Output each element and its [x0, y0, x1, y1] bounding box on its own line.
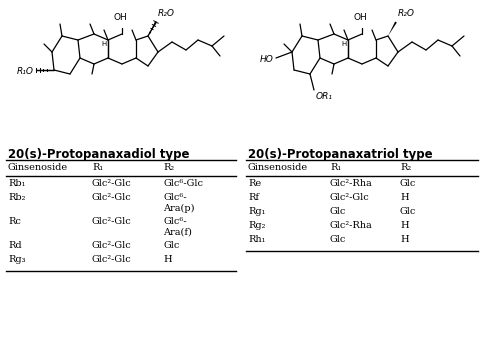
Text: Rf: Rf: [248, 193, 259, 202]
Text: HO: HO: [260, 55, 274, 65]
Text: Re: Re: [248, 179, 261, 188]
Text: 20(s)-Protopanaxadiol type: 20(s)-Protopanaxadiol type: [8, 148, 189, 161]
Polygon shape: [148, 22, 157, 36]
Polygon shape: [388, 22, 397, 36]
Text: R₂: R₂: [163, 163, 174, 172]
Text: R₂: R₂: [400, 163, 411, 172]
Text: Rg₃: Rg₃: [8, 255, 26, 264]
Text: Ginsenoside: Ginsenoside: [8, 163, 68, 172]
Text: Rh₁: Rh₁: [248, 235, 266, 244]
Text: Glc: Glc: [330, 207, 347, 216]
Text: OH: OH: [353, 13, 367, 22]
Text: Glc: Glc: [400, 179, 416, 188]
Text: Rg₁: Rg₁: [248, 207, 266, 216]
Text: R₁: R₁: [330, 163, 341, 172]
Text: Glc: Glc: [400, 207, 416, 216]
Text: Glc²-Rha: Glc²-Rha: [330, 221, 373, 230]
Text: Rb₁: Rb₁: [8, 179, 26, 188]
Text: Glc²-Glc: Glc²-Glc: [92, 255, 132, 264]
Text: Glc: Glc: [330, 235, 347, 244]
Text: Glc⁶-Glc: Glc⁶-Glc: [163, 179, 203, 188]
Text: Glc²-Glc: Glc²-Glc: [92, 241, 132, 250]
Text: R₁: R₁: [92, 163, 103, 172]
Text: OR₁: OR₁: [316, 92, 333, 101]
Text: H: H: [101, 41, 107, 47]
Text: R₂O: R₂O: [158, 9, 175, 18]
Text: Glc²-Glc: Glc²-Glc: [92, 217, 132, 226]
Text: Glc²-Glc: Glc²-Glc: [92, 179, 132, 188]
Text: H: H: [400, 235, 409, 244]
Text: Rc: Rc: [8, 217, 21, 226]
Text: R₁O: R₁O: [17, 67, 34, 76]
Text: H: H: [163, 255, 172, 264]
Text: H: H: [400, 193, 409, 202]
Text: H: H: [400, 221, 409, 230]
Text: Glc: Glc: [163, 241, 179, 250]
Text: Glc²-Glc: Glc²-Glc: [92, 193, 132, 202]
Text: Rb₂: Rb₂: [8, 193, 26, 202]
Text: Glc⁶-
Ara(p): Glc⁶- Ara(p): [163, 193, 195, 213]
Text: Glc²-Rha: Glc²-Rha: [330, 179, 373, 188]
Text: Ginsenoside: Ginsenoside: [248, 163, 308, 172]
Text: R₂O: R₂O: [398, 9, 415, 18]
Text: Glc²-Glc: Glc²-Glc: [330, 193, 370, 202]
Text: 20(s)-Protopanaxatriol type: 20(s)-Protopanaxatriol type: [248, 148, 433, 161]
Text: OH: OH: [113, 13, 127, 22]
Text: H: H: [341, 41, 347, 47]
Text: Glc⁶-
Ara(f): Glc⁶- Ara(f): [163, 217, 192, 236]
Text: Rd: Rd: [8, 241, 22, 250]
Text: Rg₂: Rg₂: [248, 221, 266, 230]
